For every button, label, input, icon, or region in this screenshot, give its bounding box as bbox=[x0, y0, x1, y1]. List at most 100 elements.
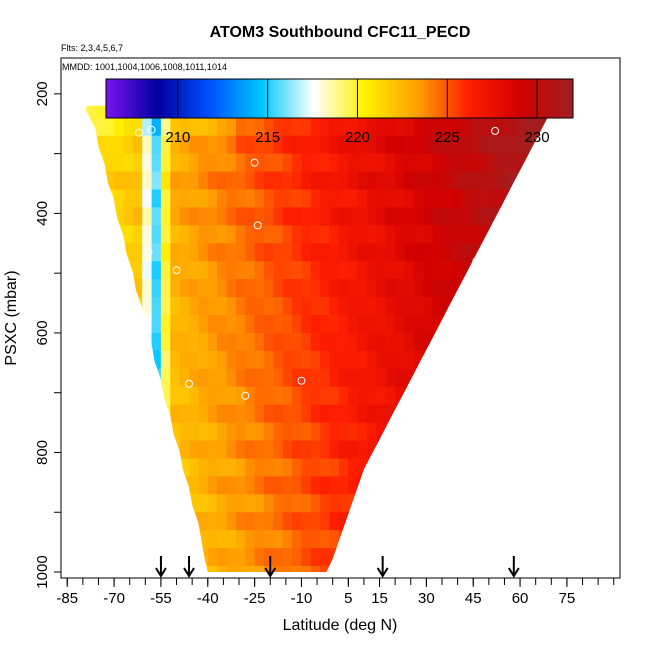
heatmap-cell bbox=[385, 135, 396, 155]
heatmap-cell bbox=[413, 494, 424, 513]
x-tick-label: 5 bbox=[344, 590, 352, 607]
heatmap-cell bbox=[86, 422, 96, 442]
heatmap-cell bbox=[245, 476, 256, 495]
heatmap-cell bbox=[348, 171, 359, 191]
heatmap-cell bbox=[385, 494, 396, 513]
heatmap-cell bbox=[235, 422, 246, 442]
heatmap-cell bbox=[226, 404, 237, 424]
heatmap-cell bbox=[395, 315, 406, 334]
heatmap-cell bbox=[254, 368, 265, 388]
heatmap-cell bbox=[86, 404, 87, 424]
heatmap-cell bbox=[423, 243, 434, 262]
heatmap-cell bbox=[142, 458, 153, 477]
heatmap-cell bbox=[376, 225, 387, 244]
heatmap-cell bbox=[301, 153, 312, 173]
heatmap-cell bbox=[245, 171, 256, 191]
heatmap-cell bbox=[123, 332, 134, 352]
heatmap-cell bbox=[226, 422, 237, 442]
heatmap-cell bbox=[432, 368, 443, 388]
heatmap-cell bbox=[395, 548, 406, 567]
heatmap-cell bbox=[432, 261, 443, 280]
heatmap-cell bbox=[348, 117, 359, 137]
heatmap-cell bbox=[498, 404, 509, 424]
heatmap-cell bbox=[479, 422, 490, 442]
heatmap-cell bbox=[151, 422, 162, 442]
heatmap-cell bbox=[282, 171, 293, 191]
heatmap-cell bbox=[451, 153, 462, 173]
heatmap-cell bbox=[451, 261, 462, 280]
heatmap-cell bbox=[151, 315, 162, 334]
heatmap-cell bbox=[357, 117, 368, 137]
heatmap-cell bbox=[488, 171, 499, 191]
heatmap-cell bbox=[189, 243, 199, 262]
heatmap-cell bbox=[526, 548, 537, 567]
heatmap-cell bbox=[170, 135, 181, 155]
heatmap-cell bbox=[132, 315, 143, 334]
heatmap-cell bbox=[413, 458, 424, 477]
heatmap-cell bbox=[413, 422, 424, 442]
heatmap-cell bbox=[404, 135, 415, 155]
heatmap-cell bbox=[226, 566, 237, 573]
heatmap-cell bbox=[123, 117, 134, 137]
heatmap-cell bbox=[526, 171, 537, 191]
heatmap-cell bbox=[554, 243, 564, 261]
heatmap-cell bbox=[86, 99, 96, 119]
heatmap-cell bbox=[404, 458, 415, 477]
heatmap-cell bbox=[376, 315, 387, 334]
heatmap-cell bbox=[160, 548, 171, 567]
heatmap-cell bbox=[292, 153, 303, 173]
heatmap-cell bbox=[479, 350, 490, 370]
heatmap-cell bbox=[264, 548, 274, 567]
heatmap-cell bbox=[470, 440, 481, 459]
heatmap-cell bbox=[348, 530, 359, 549]
heatmap-cell bbox=[554, 494, 564, 513]
heatmap-cell bbox=[554, 512, 564, 531]
heatmap-cell bbox=[545, 404, 552, 424]
heatmap-cell bbox=[338, 171, 349, 191]
heatmap-cell bbox=[348, 189, 359, 208]
heatmap-cell bbox=[385, 243, 396, 262]
colorbar bbox=[106, 79, 573, 118]
heatmap-cell bbox=[142, 297, 153, 316]
heatmap-cell bbox=[310, 512, 321, 531]
heatmap-cell bbox=[217, 297, 228, 316]
heatmap-cell bbox=[460, 243, 471, 262]
heatmap-cell bbox=[376, 386, 387, 406]
heatmap-cell bbox=[526, 315, 537, 334]
x-tick-label: 30 bbox=[418, 590, 435, 607]
heatmap-cell bbox=[413, 279, 424, 298]
chart-title: ATOM3 Southbound CFC11_PECD bbox=[210, 24, 471, 41]
heatmap-cell bbox=[160, 404, 171, 424]
heatmap-cell bbox=[516, 297, 527, 316]
heatmap-cell bbox=[273, 350, 284, 370]
heatmap-cell bbox=[217, 261, 228, 280]
heatmap-cell bbox=[86, 135, 96, 155]
heatmap-cell bbox=[526, 225, 537, 244]
heatmap-cell bbox=[207, 458, 218, 477]
heatmap-cell bbox=[423, 548, 434, 567]
heatmap-cell bbox=[207, 494, 218, 513]
heatmap-cell bbox=[245, 279, 256, 298]
heatmap-cell bbox=[86, 279, 87, 298]
heatmap-cell bbox=[104, 368, 115, 388]
heatmap-cell bbox=[357, 171, 368, 191]
heatmap-cell bbox=[338, 225, 349, 244]
heatmap-cell bbox=[413, 386, 424, 406]
heatmap-cell bbox=[142, 350, 153, 370]
heatmap-cell bbox=[516, 512, 527, 531]
heatmap-cell bbox=[95, 207, 106, 226]
heatmap-cell bbox=[301, 117, 312, 137]
heatmap-cell bbox=[254, 332, 265, 352]
heatmap-cell bbox=[245, 548, 256, 567]
heatmap-cell bbox=[123, 207, 134, 226]
heatmap-cell bbox=[423, 404, 434, 424]
heatmap-cell bbox=[95, 548, 106, 567]
heatmap-cell bbox=[329, 279, 340, 298]
heatmap-cell bbox=[273, 566, 284, 573]
heatmap-cell bbox=[385, 153, 396, 173]
heatmap-cell bbox=[329, 494, 340, 513]
heatmap-cell bbox=[104, 512, 115, 531]
heatmap-cell bbox=[310, 530, 321, 549]
heatmap-cell bbox=[142, 225, 153, 244]
